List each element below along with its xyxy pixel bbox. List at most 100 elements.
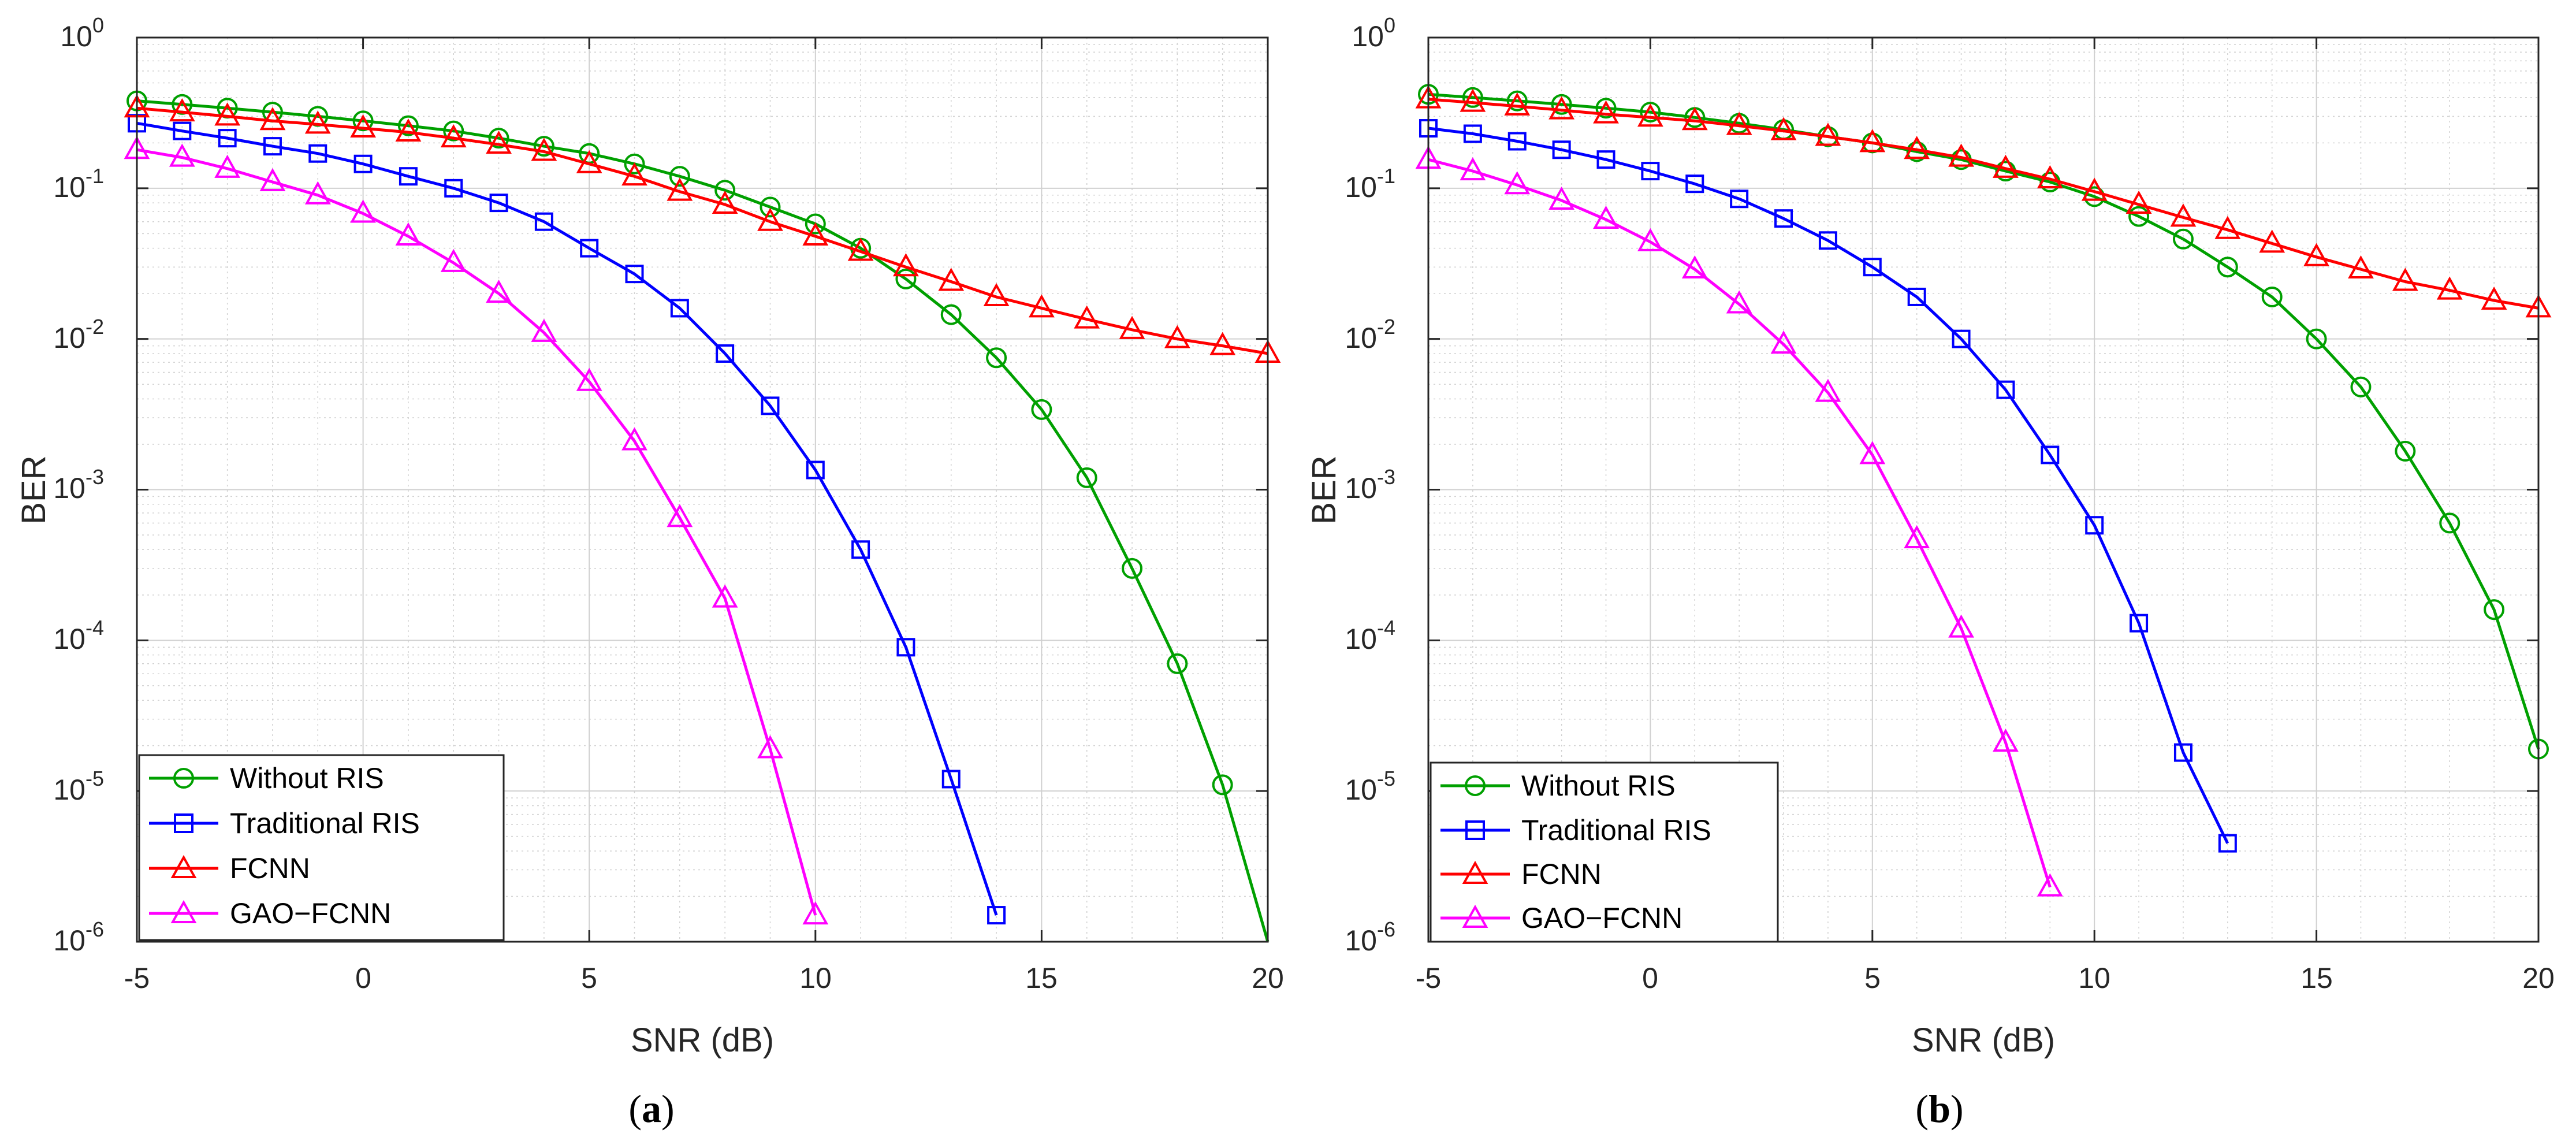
data-point-without-ris [2484, 599, 2505, 620]
data-point-without-ris [488, 128, 509, 149]
legend-entry-gao-fcnn: GAO−FCNN [1440, 902, 1682, 934]
data-point-without-ris [805, 213, 826, 235]
data-point-gao-fcnn [1460, 157, 1486, 181]
data-point-traditional-ris [851, 540, 870, 559]
data-point-fcnn [531, 138, 557, 161]
y-tick-label: 10-2 [1345, 315, 1395, 354]
data-point-fcnn [1074, 305, 1100, 329]
x-tick-label: 0 [1642, 962, 1658, 994]
triangle-marker-icon [1462, 904, 1488, 928]
data-point-without-ris [2395, 440, 2416, 462]
triangle-marker-icon [1462, 860, 1488, 884]
data-point-fcnn [2348, 255, 2374, 279]
x-tick-label: 10 [2078, 962, 2110, 994]
data-point-fcnn [2392, 267, 2418, 291]
x-tick-label: -5 [1416, 962, 1441, 994]
x-tick-label: 15 [1025, 962, 1058, 994]
data-point-traditional-ris [1685, 174, 1704, 194]
data-point-traditional-ris [1907, 287, 1926, 306]
data-point-gao-fcnn [1504, 171, 1531, 195]
chart-panel-b: -5 0 5 10 15 20 10-6 10-5 10-4 10-3 10-2… [1305, 13, 2555, 1131]
legend-label: FCNN [230, 852, 310, 885]
data-point-without-ris [895, 268, 917, 289]
data-point-traditional-ris [1818, 231, 1837, 250]
data-point-traditional-ris [1996, 380, 2015, 399]
data-point-traditional-ris [1596, 150, 1615, 169]
data-point-fcnn [169, 98, 195, 122]
legend-label: GAO−FCNN [1521, 902, 1682, 934]
legend-box [138, 754, 505, 941]
data-point-fcnn [667, 177, 693, 201]
data-point-without-ris [2128, 206, 2150, 227]
data-point-traditional-ris [1863, 258, 1882, 277]
data-point-fcnn [1637, 103, 1663, 127]
data-point-traditional-ris [353, 154, 373, 173]
legend-entry-without-ris: Without RIS [149, 762, 384, 794]
data-point-gao-fcnn [1948, 614, 1974, 638]
data-point-traditional-ris [489, 194, 508, 213]
data-point-gao-fcnn [440, 248, 467, 272]
data-point-fcnn [1859, 129, 1886, 153]
data-point-fcnn [2214, 215, 2241, 239]
data-point-without-ris [533, 136, 554, 157]
data-point-traditional-ris [806, 460, 825, 480]
data-point-fcnn [2125, 190, 2152, 214]
data-point-gao-fcnn [1859, 441, 1886, 465]
x-tick-label: 15 [2300, 962, 2333, 994]
legend-a: Without RIS Traditional RIS FCNN GAO−FCN… [138, 754, 505, 941]
data-point-fcnn [2170, 203, 2197, 227]
data-point-fcnn [1726, 112, 1752, 135]
data-point-fcnn [2081, 177, 2108, 201]
circle-marker-icon [1465, 775, 1486, 796]
data-point-fcnn [1593, 100, 1619, 124]
y-tick-label: 10-6 [1345, 917, 1395, 957]
square-marker-icon [1465, 820, 1485, 840]
data-point-without-ris [1122, 558, 1143, 579]
data-point-traditional-ris [2218, 834, 2237, 853]
data-point-gao-fcnn [1726, 290, 1752, 314]
data-point-traditional-ris [2173, 743, 2192, 762]
data-point-traditional-ris [1730, 190, 1749, 209]
data-point-fcnn [2303, 243, 2330, 266]
x-tick-label: 10 [799, 962, 832, 994]
x-tick-labels-b: -5 0 5 10 15 20 [1416, 962, 2555, 994]
data-point-without-ris [714, 180, 736, 201]
data-point-traditional-ris [308, 144, 327, 163]
legend-label: Traditional RIS [1521, 814, 1711, 846]
data-point-gao-fcnn [1681, 255, 1708, 279]
chart-panel-a: -5 0 5 10 15 20 10-6 10-5 10-4 10-3 10-2… [15, 13, 1284, 1131]
triangle-marker-icon [170, 854, 197, 878]
square-marker-icon [174, 813, 193, 833]
series-line-traditional-ris [1428, 127, 2229, 844]
y-tick-label: 100 [1352, 13, 1395, 53]
data-point-gao-fcnn [486, 280, 512, 303]
curves-b [1415, 84, 2552, 897]
triangle-marker-icon [170, 900, 197, 923]
legend-b: Without RIS Traditional RIS FCNN GAO−FCN… [1430, 761, 1779, 943]
data-point-traditional-ris [1552, 140, 1571, 159]
data-point-traditional-ris [2041, 445, 2060, 465]
data-point-traditional-ris [263, 137, 282, 156]
data-point-traditional-ris [1952, 329, 1971, 348]
y-tick-labels-b: 10-6 10-5 10-4 10-3 10-2 10-1 100 [1345, 13, 1395, 957]
y-tick-label: 10-4 [1345, 616, 1395, 655]
data-point-traditional-ris [2130, 614, 2149, 633]
data-point-fcnn [712, 190, 738, 214]
series-line-without-ris [1428, 92, 2540, 750]
data-point-gao-fcnn [1770, 330, 1797, 354]
data-point-traditional-ris [444, 179, 463, 198]
y-tick-label: 100 [60, 13, 104, 53]
series-line-gao-fcnn [136, 148, 817, 916]
data-point-gao-fcnn [214, 154, 241, 178]
legend-entry-fcnn: FCNN [1440, 858, 1602, 890]
data-point-gao-fcnn [395, 222, 422, 246]
data-point-fcnn [1164, 325, 1190, 348]
data-point-without-ris [1506, 90, 1528, 112]
legend-entry-without-ris: Without RIS [1440, 770, 1676, 802]
data-point-fcnn [1028, 294, 1055, 318]
data-point-traditional-ris [896, 638, 915, 657]
data-point-gao-fcnn [531, 318, 557, 342]
x-tick-label: 20 [1252, 962, 1284, 994]
x-tick-label: 20 [2522, 962, 2555, 994]
data-point-traditional-ris [625, 265, 644, 284]
